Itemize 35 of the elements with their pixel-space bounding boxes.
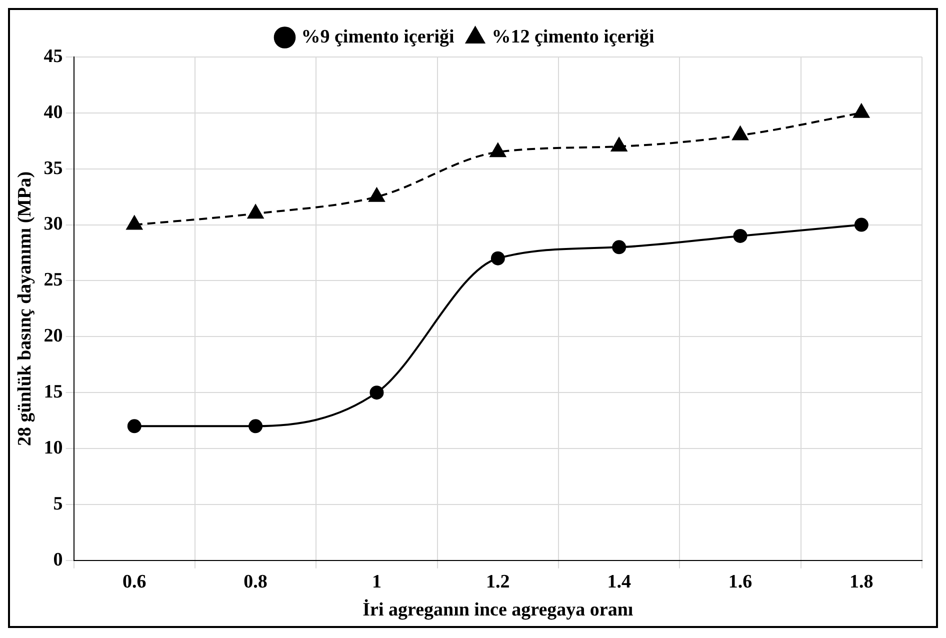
x-tick-label: 1.6 bbox=[728, 572, 752, 593]
y-tick-label: 25 bbox=[44, 270, 63, 291]
x-tick-label: 1.2 bbox=[486, 572, 510, 593]
point bbox=[248, 204, 264, 219]
point bbox=[611, 137, 627, 152]
y-tick-label: 10 bbox=[44, 437, 63, 458]
x-tick-label: 1.8 bbox=[850, 572, 874, 593]
y-tick-label: 45 bbox=[44, 46, 63, 67]
point bbox=[854, 218, 868, 232]
point bbox=[490, 143, 506, 158]
x-tick-label: 0.8 bbox=[244, 572, 268, 593]
legend-label: %9 çimento içeriği bbox=[301, 26, 454, 48]
y-tick-label: 30 bbox=[44, 214, 63, 235]
point bbox=[126, 216, 142, 230]
x-axis-title: İri agreganın ince agregaya oranı bbox=[362, 598, 634, 621]
y-axis-title: 28 günlük basınç dayanımı (MPa) bbox=[14, 171, 36, 446]
y-tick-label: 40 bbox=[44, 102, 63, 123]
point bbox=[853, 104, 870, 118]
point bbox=[733, 228, 748, 243]
point bbox=[127, 419, 142, 434]
point bbox=[370, 386, 384, 400]
point bbox=[368, 188, 385, 202]
y-tick-label: 35 bbox=[44, 158, 63, 179]
point bbox=[248, 419, 263, 434]
x-tick-label: 1 bbox=[372, 572, 382, 593]
legend-label: %12 çimento içeriği bbox=[492, 26, 654, 48]
x-tick-label: 1.4 bbox=[607, 572, 632, 593]
point bbox=[732, 126, 748, 140]
y-tick-label: 15 bbox=[44, 382, 63, 403]
y-tick-label: 0 bbox=[53, 549, 63, 570]
x-tick-label: 0.6 bbox=[122, 572, 146, 593]
y-tick-label: 5 bbox=[53, 493, 63, 514]
point bbox=[490, 251, 505, 266]
point bbox=[612, 240, 626, 254]
y-tick-label: 20 bbox=[44, 326, 63, 347]
